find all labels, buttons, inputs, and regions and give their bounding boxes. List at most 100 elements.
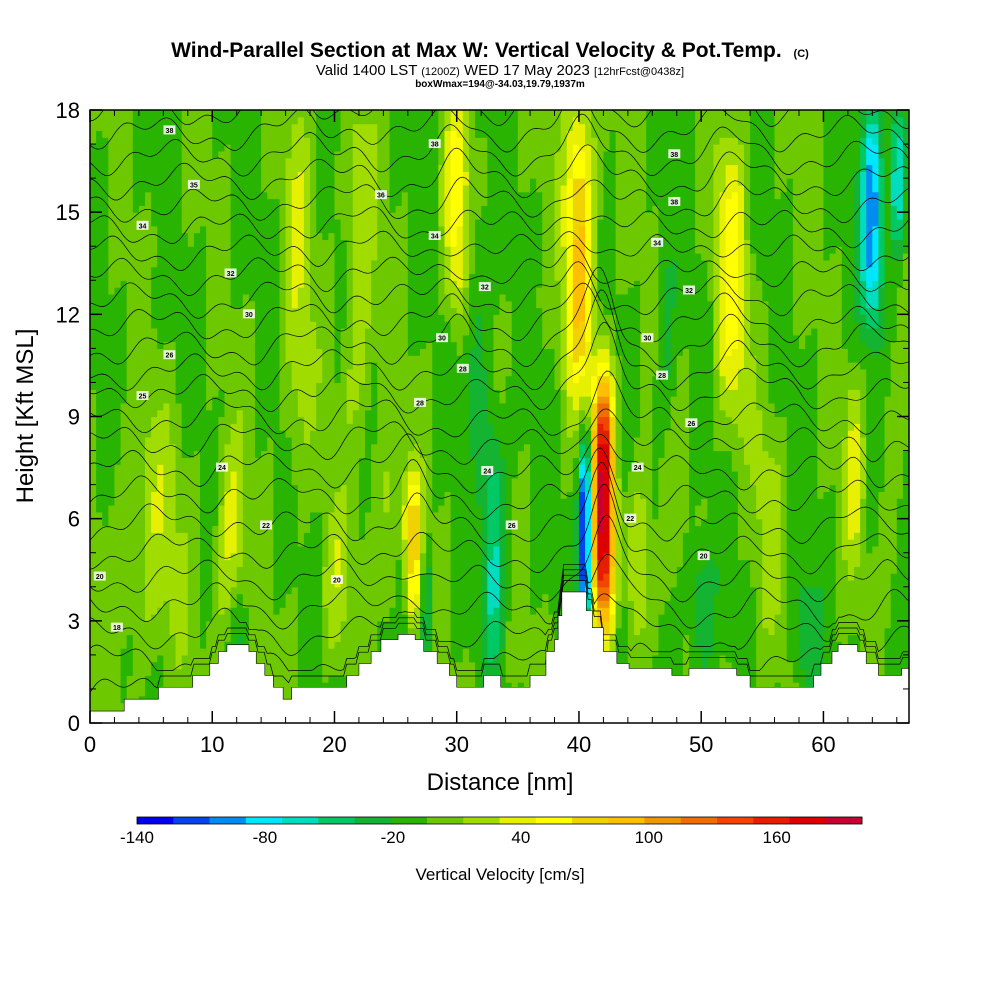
w-cell bbox=[242, 498, 250, 506]
w-cell bbox=[291, 552, 299, 561]
w-cell bbox=[157, 436, 164, 445]
w-cell bbox=[273, 532, 281, 540]
w-cell bbox=[358, 259, 366, 268]
w-cell bbox=[352, 396, 360, 404]
w-cell bbox=[151, 518, 158, 527]
w-cell bbox=[346, 457, 354, 465]
w-cell bbox=[212, 110, 219, 118]
w-cell bbox=[401, 375, 409, 384]
w-cell bbox=[200, 532, 207, 540]
w-cell bbox=[273, 450, 281, 458]
w-cell bbox=[297, 648, 305, 656]
w-cell bbox=[145, 498, 152, 506]
w-cell bbox=[163, 327, 171, 336]
w-cell bbox=[242, 198, 250, 206]
w-cell bbox=[420, 559, 427, 567]
w-cell bbox=[279, 396, 287, 404]
w-cell bbox=[151, 266, 158, 275]
w-cell bbox=[322, 641, 329, 649]
w-cell bbox=[303, 300, 311, 309]
w-cell bbox=[175, 253, 183, 261]
w-cell bbox=[389, 280, 397, 288]
w-cell bbox=[242, 470, 250, 479]
w-cell bbox=[420, 307, 427, 315]
w-cell bbox=[90, 614, 97, 622]
w-cell bbox=[334, 205, 342, 213]
w-cell bbox=[297, 307, 305, 315]
w-cell bbox=[267, 225, 274, 234]
w-cell bbox=[322, 511, 329, 520]
w-cell bbox=[224, 511, 232, 520]
w-cell bbox=[273, 259, 281, 268]
w-cell bbox=[200, 218, 207, 227]
w-cell bbox=[340, 321, 348, 329]
w-cell bbox=[285, 470, 293, 479]
w-cell bbox=[145, 293, 152, 302]
w-cell bbox=[132, 484, 140, 493]
w-cell bbox=[181, 348, 189, 356]
w-cell bbox=[255, 218, 262, 227]
w-cell bbox=[334, 389, 342, 397]
w-cell bbox=[151, 205, 158, 213]
w-cell bbox=[200, 178, 207, 186]
w-cell bbox=[187, 225, 195, 234]
w-cell bbox=[371, 253, 378, 261]
w-cell bbox=[200, 539, 207, 547]
w-cell bbox=[340, 205, 348, 213]
w-cell bbox=[291, 375, 299, 384]
w-cell bbox=[279, 382, 287, 390]
w-cell bbox=[224, 355, 232, 363]
w-cell bbox=[401, 566, 409, 574]
w-cell bbox=[334, 110, 342, 118]
w-cell bbox=[261, 423, 268, 431]
w-cell bbox=[108, 579, 116, 588]
w-cell bbox=[297, 634, 305, 642]
w-cell bbox=[90, 491, 97, 499]
w-cell bbox=[193, 586, 201, 595]
w-cell bbox=[316, 450, 323, 458]
w-cell bbox=[340, 416, 348, 424]
w-cell bbox=[102, 477, 109, 486]
w-cell bbox=[383, 627, 391, 636]
w-cell bbox=[420, 232, 427, 241]
w-cell bbox=[206, 348, 213, 356]
w-cell bbox=[138, 171, 146, 179]
w-cell bbox=[365, 579, 372, 588]
w-cell bbox=[242, 157, 250, 166]
w-cell bbox=[365, 389, 372, 397]
w-cell bbox=[334, 641, 342, 649]
w-cell bbox=[230, 362, 238, 370]
w-cell bbox=[151, 593, 158, 601]
w-cell bbox=[316, 491, 323, 499]
w-cell bbox=[371, 212, 378, 220]
w-cell bbox=[316, 382, 323, 390]
w-cell bbox=[120, 273, 128, 281]
w-cell bbox=[242, 545, 250, 554]
w-cell bbox=[297, 123, 305, 132]
w-cell bbox=[322, 457, 329, 465]
w-cell bbox=[90, 668, 97, 676]
w-cell bbox=[132, 355, 140, 363]
w-cell bbox=[187, 614, 195, 622]
w-cell bbox=[248, 559, 256, 567]
w-cell bbox=[310, 389, 317, 397]
w-cell bbox=[163, 430, 171, 438]
w-cell bbox=[365, 348, 372, 356]
w-cell bbox=[96, 545, 103, 554]
w-cell bbox=[328, 212, 336, 220]
w-cell bbox=[328, 137, 336, 145]
w-cell bbox=[132, 470, 140, 479]
w-cell bbox=[346, 668, 354, 676]
w-cell bbox=[218, 566, 226, 574]
w-cell bbox=[401, 389, 409, 397]
w-cell bbox=[334, 198, 342, 206]
w-cell bbox=[279, 409, 287, 418]
w-cell bbox=[316, 545, 323, 554]
w-cell bbox=[126, 436, 134, 445]
w-cell bbox=[316, 198, 323, 206]
w-cell bbox=[365, 593, 372, 601]
w-cell bbox=[413, 579, 421, 588]
w-cell bbox=[291, 293, 299, 302]
w-cell bbox=[383, 266, 391, 275]
w-cell bbox=[193, 409, 201, 418]
